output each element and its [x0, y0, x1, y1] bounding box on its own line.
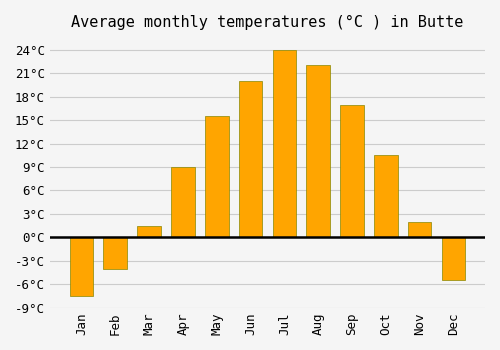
Bar	[171, 167, 194, 237]
Bar	[340, 105, 364, 237]
Bar	[70, 237, 94, 296]
Bar	[442, 237, 465, 280]
Bar	[374, 155, 398, 237]
Bar	[238, 81, 262, 237]
Bar	[104, 237, 127, 268]
Bar	[306, 65, 330, 237]
Bar	[408, 222, 432, 237]
Bar	[138, 226, 161, 237]
Bar	[272, 50, 296, 237]
Title: Average monthly temperatures (°C ) in Butte: Average monthly temperatures (°C ) in Bu…	[71, 15, 464, 30]
Bar	[205, 116, 229, 237]
